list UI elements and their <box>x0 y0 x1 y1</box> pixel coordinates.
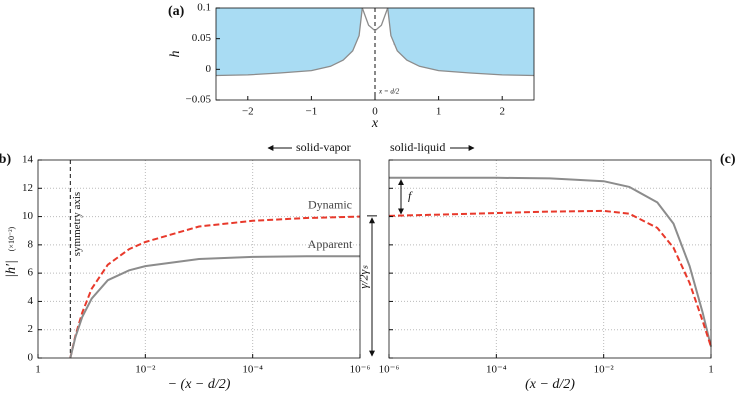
y-tick-label: 14 <box>22 154 34 166</box>
x-tick-label: 1 <box>436 106 442 118</box>
y-tick-label: 0.1 <box>197 2 211 14</box>
x-tick-label: 0 <box>372 106 378 118</box>
line <box>388 209 712 348</box>
offset-label: f <box>408 189 413 203</box>
x-tick-label: −2 <box>242 106 254 118</box>
x-axis-label: − (x − d/2) <box>168 377 231 392</box>
plot-frame <box>388 159 712 359</box>
x-tick-label: 10⁻⁶ <box>350 364 371 376</box>
line <box>387 7 535 77</box>
y-tick-label: 12 <box>22 182 33 194</box>
x-tick-label: 10⁻² <box>135 364 156 376</box>
x-tick-label: 1 <box>708 364 714 376</box>
line <box>69 255 360 359</box>
y-tick-label: 8 <box>28 238 34 250</box>
panel-label: (b) <box>0 152 11 167</box>
x-axis-label: (x − d/2) <box>525 377 575 392</box>
line <box>361 7 389 32</box>
area <box>216 8 363 76</box>
series-label: Apparent <box>308 237 353 251</box>
area <box>387 8 534 76</box>
line <box>69 215 361 359</box>
header: solid-vapor <box>296 140 351 154</box>
x-tick-label: 1 <box>35 364 41 376</box>
y-tick-label: 6 <box>28 267 34 279</box>
reference-label: x = d/2 <box>378 88 400 96</box>
y-tick-label: 0.05 <box>192 32 212 44</box>
plot-frame <box>37 159 361 359</box>
header: solid-liquid <box>390 140 445 154</box>
y-tick-label: 0 <box>28 352 34 364</box>
x-tick-label: −1 <box>306 106 318 118</box>
y-axis-label: h <box>168 51 183 58</box>
y-tick-label: 2 <box>28 323 34 335</box>
x-tick-label: 10⁻⁴ <box>486 364 507 376</box>
x-tick-label: 10⁻² <box>594 364 615 376</box>
y-tick-label: 0 <box>206 63 212 75</box>
series-label: Dynamic <box>308 197 352 211</box>
line <box>215 7 363 77</box>
y-tick-label: 10 <box>22 210 34 222</box>
ratio-label: γ/2γₛ <box>357 265 371 289</box>
panel-label: (a) <box>168 4 185 19</box>
y-tick-label: −0.05 <box>186 94 212 106</box>
y-axis-unit: (×10⁻²) <box>7 226 16 251</box>
y-axis-label: |h′| <box>4 260 19 278</box>
reference-label: symmetry axis <box>71 192 83 256</box>
line <box>389 176 712 347</box>
panel-label: (c) <box>720 152 735 167</box>
x-tick-label: 2 <box>499 106 505 118</box>
x-tick-label: 10⁻⁶ <box>379 364 400 376</box>
x-tick-label: 10⁻⁴ <box>242 364 263 376</box>
y-tick-label: 4 <box>28 295 34 307</box>
x-axis-label: x <box>371 116 379 131</box>
